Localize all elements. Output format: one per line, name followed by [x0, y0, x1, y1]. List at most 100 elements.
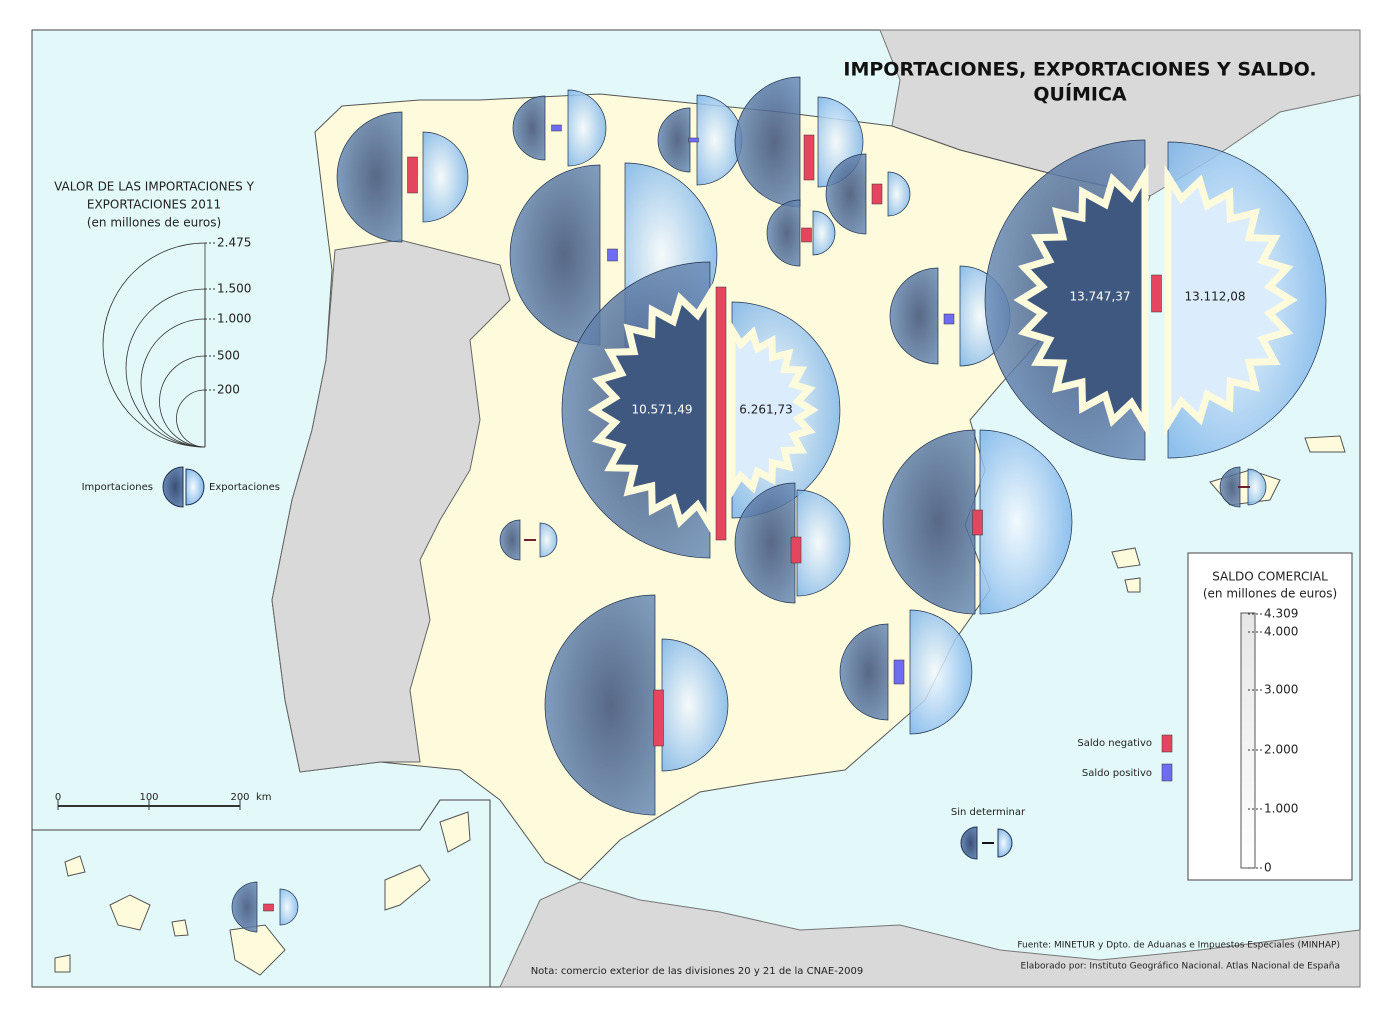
import-symbol: [839, 623, 889, 721]
subtitle: QUÍMICA: [1033, 83, 1127, 106]
import-symbol: [882, 429, 976, 615]
balance-bar: [803, 134, 815, 181]
import-symbol: [544, 594, 656, 816]
import-symbol: [512, 95, 546, 161]
balance-tick: 2.000: [1264, 743, 1298, 757]
balance-bar: [1151, 274, 1162, 313]
legend-title: VALOR DE LAS IMPORTACIONES Y: [54, 180, 255, 194]
balance-bar: [688, 137, 699, 143]
balance-tick: 3.000: [1264, 683, 1298, 697]
export-symbol: [567, 89, 607, 167]
legend-label: Saldo positivo: [1082, 768, 1152, 779]
scale-unit: km: [256, 792, 272, 803]
africa: [499, 881, 1361, 988]
import-overflow: [1013, 162, 1149, 438]
import-symbol: [231, 881, 258, 933]
map-label: 13.747,37: [1069, 290, 1130, 304]
legend-tick: 2.475: [217, 236, 251, 250]
balance-tick: 4.000: [1264, 625, 1298, 639]
baleares: [1111, 435, 1346, 593]
legend-title: SALDO COMERCIAL: [1212, 570, 1328, 584]
source: Fuente: MINETUR y Dpto. de Aduanas e Imp…: [1017, 941, 1340, 951]
import-symbol: [734, 482, 796, 604]
balance-bar: [551, 124, 562, 132]
legend-tick: 200: [217, 383, 240, 397]
legend-circle: [159, 355, 206, 448]
scale-label: 200: [230, 792, 249, 803]
balance-bar: [715, 286, 727, 541]
map-label: 13.112,08: [1184, 290, 1245, 304]
balance-legend-box: [1187, 552, 1353, 881]
balance-tick: 4.309: [1264, 607, 1298, 621]
export-symbol: [812, 210, 836, 256]
legend-swatch: [1161, 734, 1173, 753]
export-symbol: [422, 131, 469, 223]
balance-ticks: 4.309 4.000 3.000 2.000 1.000 0: [1248, 607, 1298, 875]
legend-circle: [140, 318, 206, 448]
export-symbol: [909, 609, 973, 735]
legend-import: [162, 466, 184, 508]
import-symbol: [657, 107, 691, 173]
balance-bar: [943, 313, 955, 325]
legend-circle: [125, 288, 206, 448]
import-symbol: [509, 164, 601, 346]
balance-bar: [972, 509, 983, 536]
import-symbol: [336, 111, 403, 243]
legend-tick: 1.500: [217, 282, 251, 296]
portugal: [271, 239, 511, 773]
value-legend: 2.475 1.500 1.000 500 200: [102, 236, 1013, 860]
legend-title: (en millones de euros): [1203, 587, 1337, 601]
canarias-frame: [32, 799, 491, 987]
legend-tick: 1.000: [217, 312, 251, 326]
balance-tick: 1.000: [1264, 802, 1298, 816]
map-label: 6.261,73: [739, 403, 792, 417]
balance-bar: [263, 903, 274, 912]
import-overflow: [587, 282, 714, 538]
legend-label: Exportaciones: [209, 482, 280, 493]
import-symbol: [734, 76, 801, 208]
balance-bar: [1240, 612, 1256, 869]
note: Nota: comercio exterior de las divisione…: [531, 966, 864, 977]
title: IMPORTACIONES, EXPORTACIONES Y SALDO.: [843, 59, 1316, 81]
export-symbol: [661, 638, 729, 772]
balance-tick: 0: [1264, 861, 1272, 875]
import-symbol: [1219, 466, 1241, 508]
legend-export: [997, 828, 1013, 858]
balance-bar: [790, 536, 802, 564]
export-symbol: [887, 171, 911, 217]
balance-bar: [871, 183, 883, 205]
balance-bar: [801, 227, 812, 243]
symbols: [231, 76, 1327, 933]
legend-title: (en millones de euros): [87, 216, 221, 230]
map-label: 10.571,49: [631, 403, 692, 417]
legend-swatch: [1161, 763, 1173, 782]
scale-bar: [57, 800, 241, 810]
export-overflow: [728, 317, 819, 503]
import-symbol: [499, 519, 521, 561]
scale-label: 100: [139, 792, 158, 803]
balance-bar: [653, 689, 664, 747]
export-overflow: [1164, 164, 1298, 436]
import-symbol: [766, 199, 801, 267]
legend-import: [960, 826, 978, 860]
export-symbol: [539, 522, 558, 558]
legend-label: Sin determinar: [951, 807, 1026, 818]
import-symbol: [889, 267, 939, 365]
import-symbol: [825, 153, 867, 235]
legend-circle: [102, 242, 206, 448]
legend-export: [185, 468, 205, 506]
export-symbol: [979, 429, 1073, 615]
balance-bar: [607, 248, 618, 262]
export-symbol: [796, 489, 851, 597]
legend-tick: 500: [217, 349, 240, 363]
legend-title: EXPORTACIONES 2011: [87, 198, 221, 212]
credit: Elaborado por: Instituto Geográfico Naci…: [1021, 962, 1340, 972]
export-symbol: [1247, 468, 1267, 506]
canarias: [54, 811, 471, 976]
scale-label: 0: [55, 792, 61, 803]
legend-circle: [176, 389, 206, 448]
balance-bar: [407, 156, 418, 194]
export-symbol: [279, 888, 299, 926]
